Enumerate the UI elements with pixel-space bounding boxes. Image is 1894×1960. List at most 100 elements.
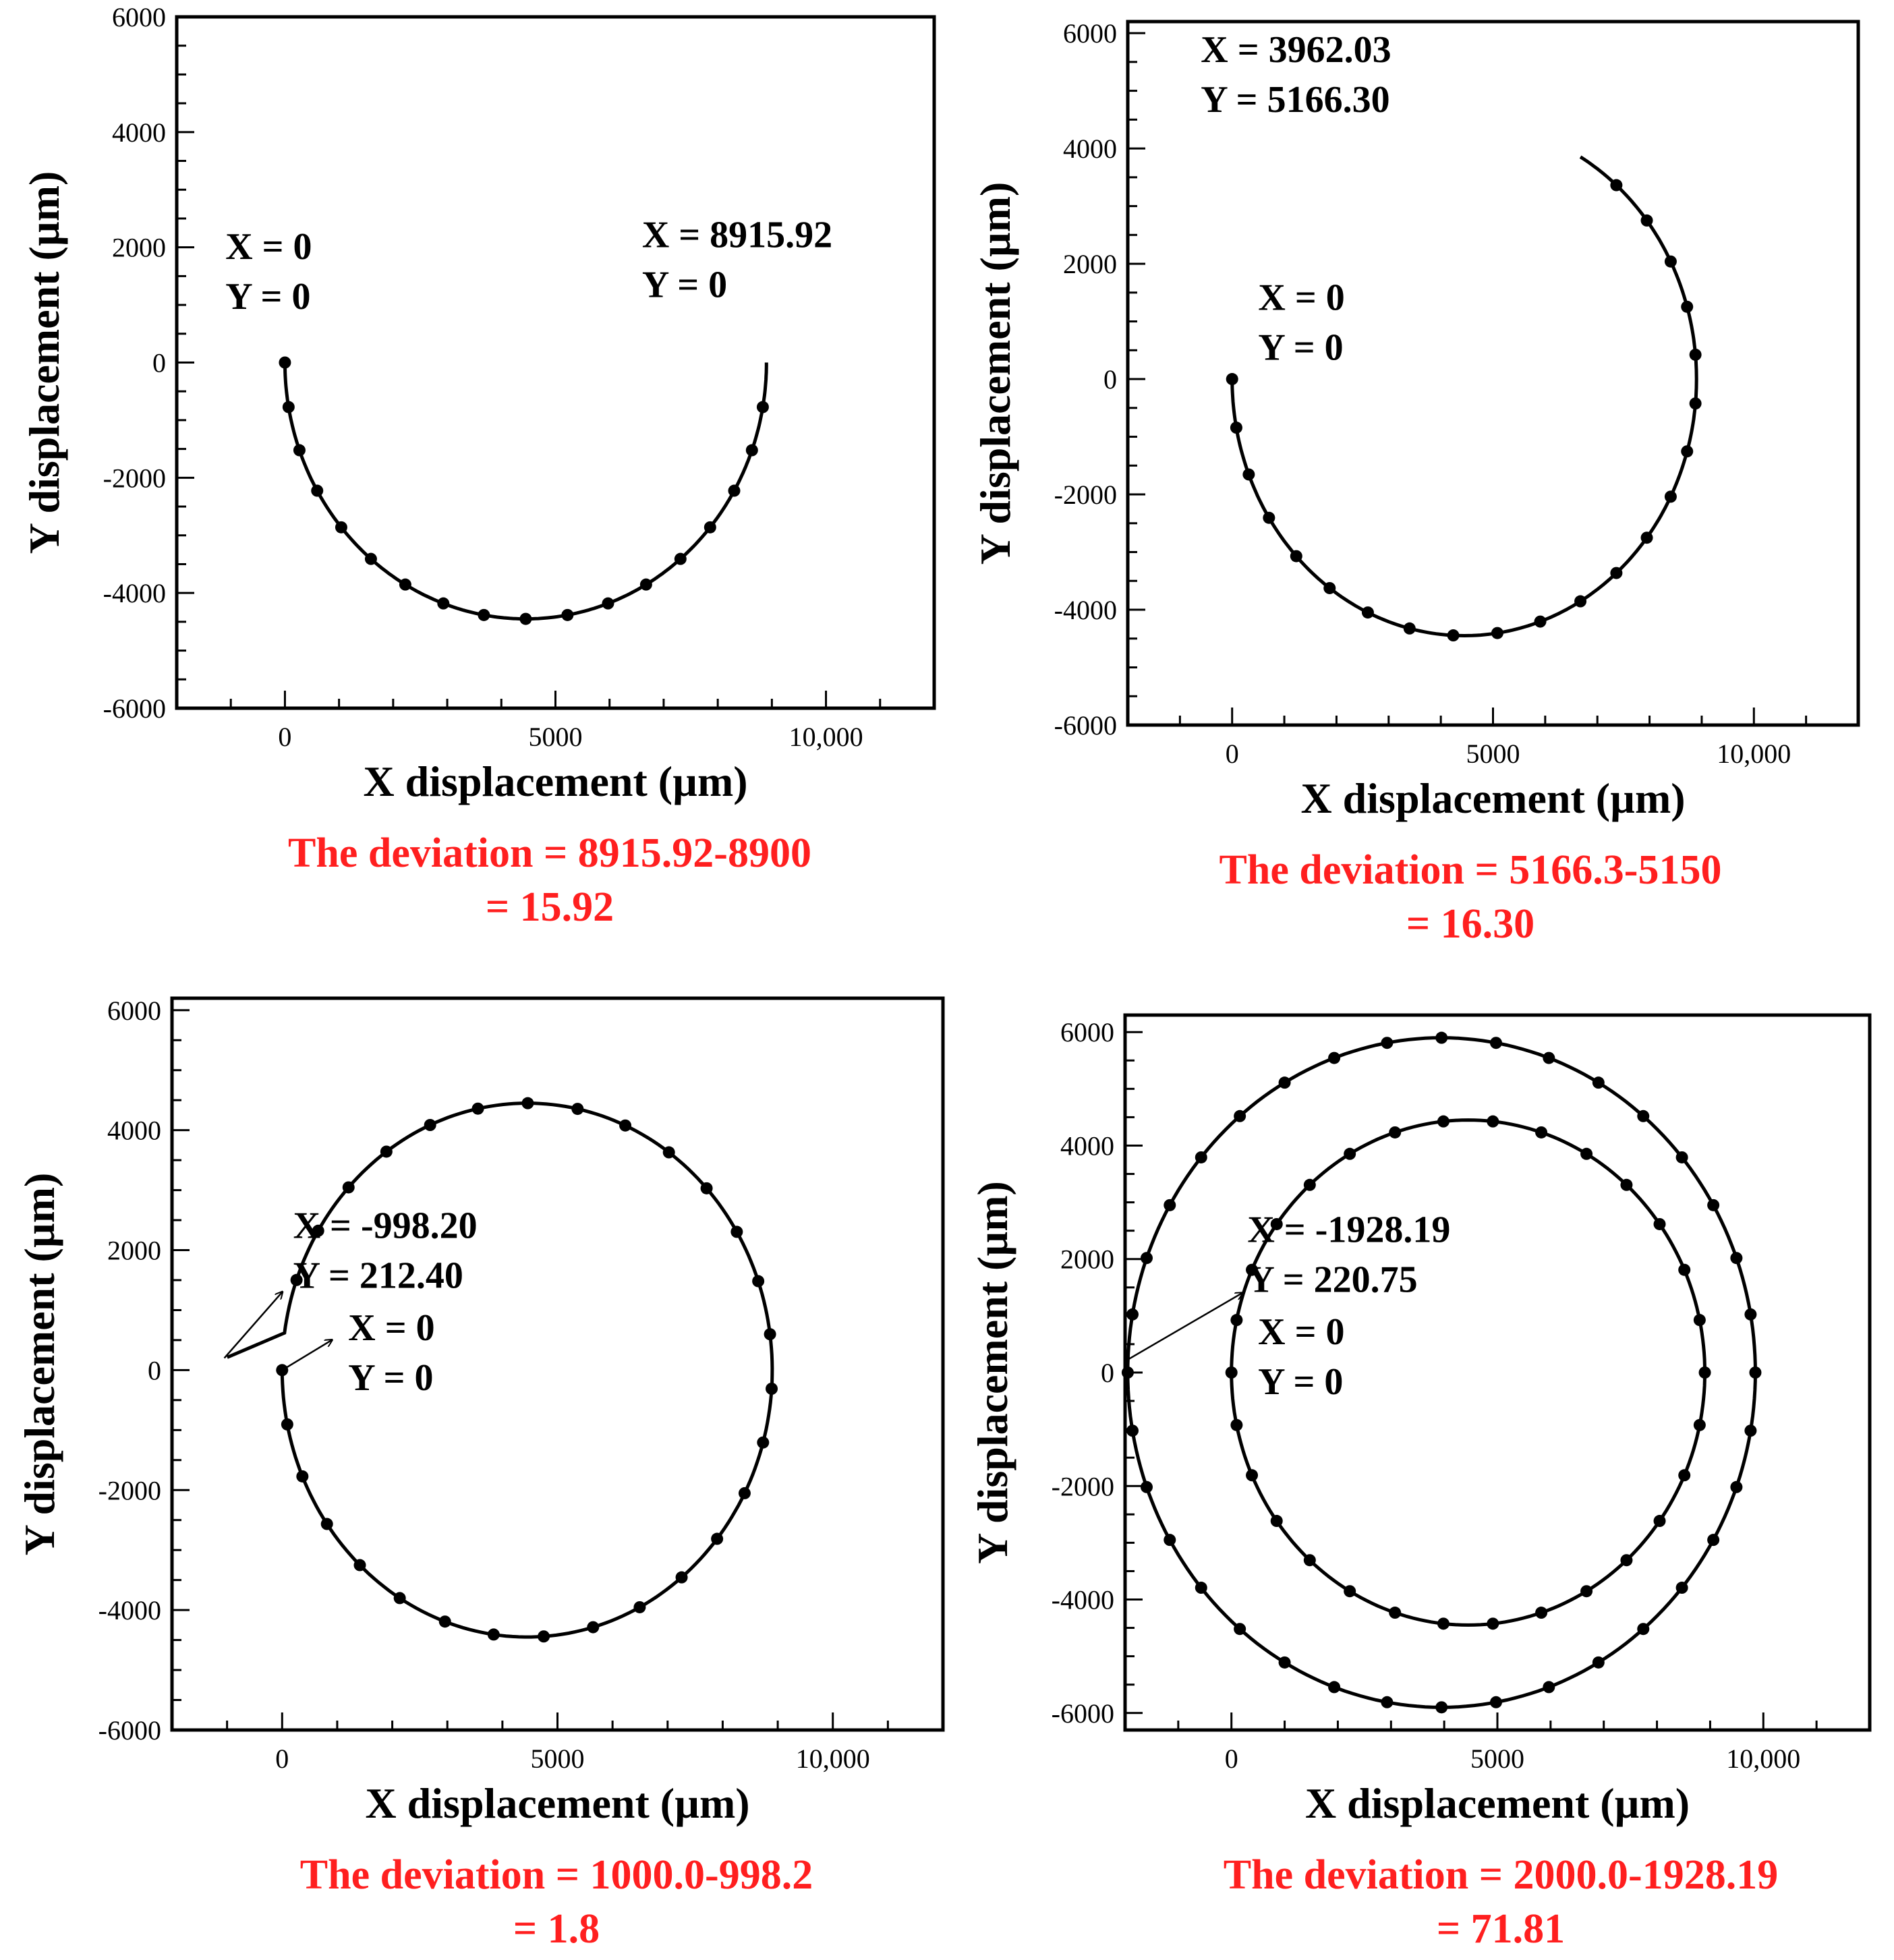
data-point [1693,1314,1706,1327]
series-line [283,362,768,621]
data-point [1689,397,1702,410]
data-point [1689,348,1702,361]
y-tick-label: 6000 [1063,18,1117,49]
annotation-text: X = 3962.03 [1201,29,1391,71]
data-point [1141,1252,1153,1265]
data-point [293,444,306,457]
data-point [1225,1366,1238,1379]
data-point [538,1630,550,1643]
annotation-text: X = -1928.19 [1247,1209,1450,1251]
data-point [1328,1051,1341,1064]
data-point [639,578,652,591]
x-axis-title: X displacement (µm) [365,1779,749,1827]
data-point [1543,1051,1555,1064]
data-point [1592,1656,1605,1669]
data-point [1242,468,1255,481]
y-tick-label: -4000 [1052,1585,1114,1615]
data-point [745,444,758,457]
annotation-arrow [223,1292,283,1359]
data-point [1580,1585,1593,1598]
x-tick-label: 0 [275,1743,289,1774]
data-point [1640,214,1653,227]
data-point [1535,1126,1548,1138]
data-point [1389,1607,1402,1619]
data-point [752,1275,765,1288]
plot-frame [1126,20,1860,727]
data-point [312,1224,324,1237]
annotation-arrow [1124,1293,1242,1362]
series-line [1230,155,1698,638]
y-axis-title: Y displacement (µm) [20,171,68,554]
data-point [1487,1115,1499,1128]
data-point [1681,300,1694,313]
annotation-text: Y = 0 [225,276,310,318]
data-point [335,521,347,534]
data-point [1403,622,1416,635]
series-line [1126,1036,1758,1709]
data-point [1435,1701,1448,1714]
data-point [1489,1696,1502,1708]
data-point [757,1436,770,1449]
data-point [1744,1308,1757,1321]
y-tick-label: -4000 [98,1595,161,1625]
data-point [619,1119,632,1132]
data-point [1230,1314,1243,1327]
data-point [1437,1617,1450,1630]
data-point [1195,1582,1207,1594]
annotation-text: Y = 0 [348,1357,433,1399]
deviation-caption: = 16.30 [1406,901,1534,947]
data-point [1543,1681,1555,1694]
data-point [519,612,532,625]
annotation-text: X = 0 [348,1307,434,1349]
x-tick-label: 10,000 [1717,739,1791,769]
data-point [1693,1418,1706,1431]
y-tick-label: -2000 [1054,480,1117,510]
data-point [1637,1109,1650,1122]
data-point [602,597,614,610]
data-point [1744,1424,1757,1437]
deviation-caption: The deviation = 1000.0-998.2 [300,1852,813,1898]
data-point [1381,1696,1394,1708]
deviation-caption: The deviation = 2000.0-1928.19 [1224,1852,1778,1898]
data-point [561,608,574,621]
y-tick-label: -4000 [1054,595,1117,625]
x-tick-label: 5000 [1466,739,1520,769]
data-point [730,1226,743,1238]
data-point [438,1615,451,1628]
x-axis-title: X displacement (µm) [363,757,747,805]
y-tick-label: -6000 [1052,1698,1114,1729]
data-point [1381,1037,1394,1049]
data-point [700,1182,713,1194]
data-point [1730,1480,1743,1493]
data-point [1234,1109,1246,1122]
deviation-caption: The deviation = 8915.92-8900 [288,830,811,876]
x-axis-title: X displacement (µm) [1305,1779,1690,1827]
y-tick-label: 0 [1103,364,1117,395]
deviation-caption: = 15.92 [486,884,614,930]
x-tick-label: 5000 [531,1743,585,1774]
data-point [1664,255,1677,268]
data-point [290,1273,303,1286]
chart-2: 6000 4000 2000 0 -2000 -4000 -6000 0 5000 10,000 X… [971,18,1860,947]
data-point [1344,1585,1356,1598]
data-point [1675,1151,1688,1163]
data-point [487,1628,500,1641]
y-axis-title: Y displacement (µm) [16,1173,63,1556]
y-axis-title: Y displacement (µm) [969,1181,1016,1564]
data-point [399,578,411,591]
annotation-arrow [281,1340,331,1371]
data-point [521,1097,534,1109]
data-point [1270,1217,1283,1230]
data-point [478,608,490,621]
data-point [281,1418,293,1431]
data-point [674,552,687,565]
x-tick-label: 0 [1226,739,1239,769]
deviation-caption: = 71.81 [1437,1906,1565,1952]
deviation-caption: = 1.8 [513,1906,600,1952]
annotation-text: Y = 220.75 [1247,1259,1417,1301]
x-tick-label: 0 [1225,1743,1238,1774]
data-point [1707,1199,1720,1211]
data-point [1246,1469,1259,1482]
y-tick-label: 4000 [1063,134,1117,164]
data-point [1535,1607,1548,1619]
